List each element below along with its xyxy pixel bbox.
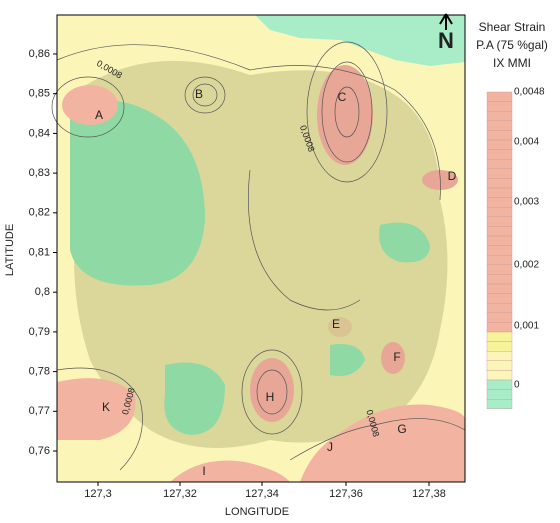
legend-swatch	[487, 265, 512, 275]
legend-swatch	[487, 92, 512, 102]
legend-swatch	[487, 140, 512, 150]
y-tick-label: 0,76	[29, 445, 50, 457]
x-tick-label: 127,3	[84, 488, 112, 500]
point-label: A	[95, 108, 103, 122]
point-label: D	[448, 169, 457, 183]
legend-swatch	[487, 303, 512, 313]
legend-swatch	[487, 255, 512, 265]
high-zone	[317, 65, 373, 165]
point-label: K	[102, 400, 110, 414]
x-tick-label: 127,34	[245, 488, 279, 500]
point-label: H	[266, 390, 275, 404]
legend-swatch	[487, 361, 512, 371]
point-label: F	[393, 350, 400, 364]
legend-swatch	[487, 159, 512, 169]
legend-swatch	[487, 399, 512, 409]
legend-swatch	[487, 322, 512, 332]
legend-swatch	[487, 207, 512, 217]
high-zone	[62, 85, 118, 125]
legend-swatch	[487, 294, 512, 304]
y-tick-label: 0,81	[29, 246, 50, 258]
legend-swatch	[487, 370, 512, 380]
legend-swatch	[487, 198, 512, 208]
y-tick-label: 0,84	[29, 127, 50, 139]
legend-swatch	[487, 121, 512, 131]
point-label: C	[338, 90, 347, 104]
legend-swatch	[487, 130, 512, 140]
legend-title: IX MMI	[493, 56, 531, 70]
legend-swatch	[487, 332, 512, 342]
legend-title: Shear Strain	[479, 20, 546, 34]
legend-swatch	[487, 178, 512, 188]
x-axis-title: LONGITUDE	[225, 506, 289, 518]
north-arrow: N	[438, 28, 454, 53]
legend-title: P.A (75 %gal)	[476, 38, 548, 52]
legend-swatch	[487, 380, 512, 390]
legend-swatch	[487, 390, 512, 400]
y-tick-label: 0,79	[29, 326, 50, 338]
legend-swatch	[487, 342, 512, 352]
point-label: B	[195, 87, 203, 101]
x-tick-label: 127,32	[163, 488, 197, 500]
point-label: I	[202, 464, 205, 478]
y-tick-label: 0,82	[29, 207, 50, 219]
y-tick-label: 0,77	[29, 405, 50, 417]
y-tick-label: 0,86	[29, 48, 50, 60]
y-tick-label: 0,8	[35, 286, 50, 298]
legend-swatch	[487, 284, 512, 294]
point-label: E	[332, 317, 340, 331]
legend-swatch	[487, 102, 512, 112]
legend-swatch	[487, 313, 512, 323]
y-tick-label: 0,78	[29, 366, 50, 378]
legend-tick-label: 0,001	[514, 321, 539, 332]
legend-swatch	[487, 226, 512, 236]
legend-tick-label: 0,002	[514, 260, 539, 271]
y-tick-label: 0,83	[29, 167, 50, 179]
point-label: J	[327, 440, 333, 454]
legend-swatch	[487, 111, 512, 121]
map-figure: 0,0008 0,0008 0,0008 0,0008 A B C D E F …	[0, 0, 560, 518]
y-axis-title: LATITUDE	[4, 224, 16, 276]
x-tick-label: 127,38	[412, 488, 446, 500]
x-tick-label: 127,36	[329, 488, 363, 500]
legend-swatch	[487, 217, 512, 227]
legend-swatch	[487, 274, 512, 284]
y-tick-label: 0,85	[29, 88, 50, 100]
legend-swatch	[487, 236, 512, 246]
legend-swatch	[487, 150, 512, 160]
legend-swatch	[487, 169, 512, 179]
legend-swatch	[487, 351, 512, 361]
map: 0,0008 0,0008 0,0008 0,0008 A B C D E F …	[52, 14, 465, 482]
point-label: G	[397, 422, 406, 436]
legend-swatch	[487, 246, 512, 256]
legend-swatch	[487, 188, 512, 198]
legend-tick-label: 0,0048	[514, 87, 545, 98]
legend-tick-label: 0,004	[514, 137, 539, 148]
legend-tick-label: 0,003	[514, 197, 539, 208]
legend-tick-label: 0	[514, 380, 520, 391]
